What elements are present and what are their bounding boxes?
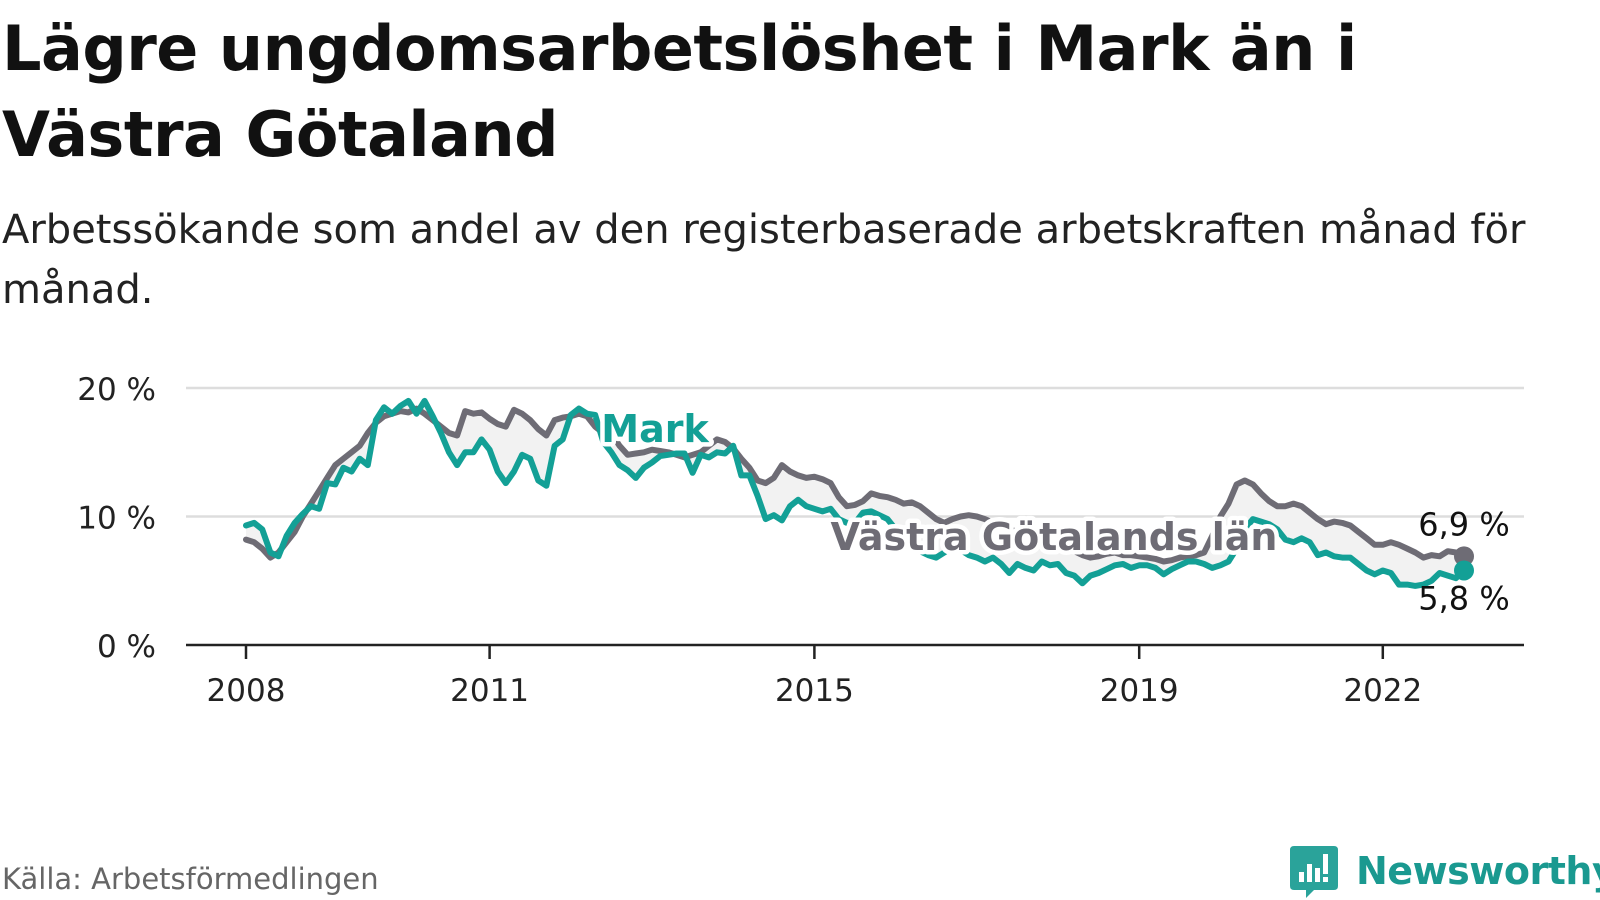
x-tick-label: 2008 [207, 673, 286, 709]
gap-fill-area [246, 400, 1464, 586]
x-tick-label: 2011 [450, 673, 529, 709]
end-markers: 6,9 % 5,8 % [1418, 505, 1509, 617]
chart-title: Lägre ungdomsarbetslöshet i Mark än i Vä… [2, 12, 1357, 171]
chart-subtitle: Arbetssökande som andel av den registerb… [2, 207, 1526, 313]
series-label-mark: Mark [601, 407, 709, 451]
end-marker-mark [1454, 560, 1474, 581]
series-lines [243, 397, 1467, 589]
series-label-vastra-gotaland: Västra Götalands län [831, 515, 1278, 559]
series-line-vastra-gotaland [243, 405, 1467, 565]
end-value-label-vastra-gotaland: 6,9 % [1418, 505, 1509, 543]
x-axis-ticks: 2008 2011 2015 2019 2022 [207, 645, 1422, 709]
series-line-mark [243, 397, 1467, 589]
series-labels: Mark Västra Götalands län [597, 403, 1282, 564]
x-tick-label: 2015 [775, 673, 854, 709]
y-axis-ticks: 0 % 10 % 20 % [77, 372, 156, 665]
end-marker-vastra-gotaland [1454, 546, 1474, 567]
line-chart: 0 % 10 % 20 % 2008 2011 2015 2019 2022 Mark Väs… [77, 372, 1524, 709]
x-tick-label: 2019 [1100, 673, 1179, 709]
y-tick-label: 20 % [77, 372, 156, 408]
end-value-label-mark: 5,8 % [1418, 579, 1509, 617]
x-tick-label: 2022 [1343, 673, 1422, 709]
source-note: Källa: Arbetsförmedlingen [2, 862, 379, 896]
brand-name: Newsworthy [1356, 849, 1600, 893]
y-tick-label: 0 % [97, 629, 156, 665]
brand-logo: Newsworthy [1288, 842, 1600, 900]
y-tick-label: 10 % [77, 501, 156, 537]
newsworthy-logo-icon [1290, 846, 1338, 898]
